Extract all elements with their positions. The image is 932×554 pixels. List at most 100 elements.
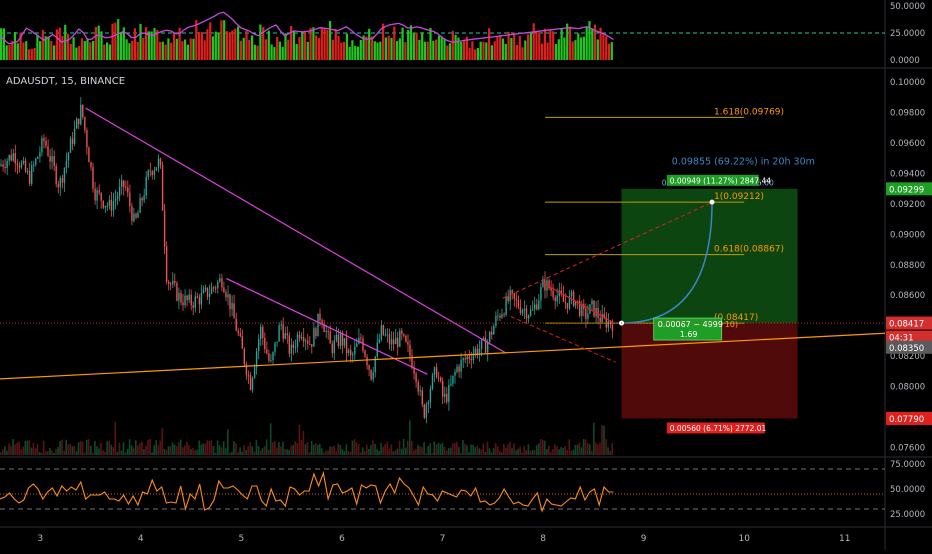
volume-bar (184, 445, 186, 455)
candle-body (609, 321, 612, 325)
volume-bar (40, 453, 43, 455)
candle-body (364, 350, 366, 357)
volume-bar (353, 439, 356, 455)
volume-bar (568, 439, 571, 455)
volume-bar (325, 450, 327, 455)
top-indicator-bar (426, 41, 429, 60)
candle-body (137, 212, 139, 218)
candle-body (350, 349, 352, 356)
candle-body (489, 331, 491, 342)
volume-bar (8, 443, 10, 455)
top-indicator-bar (133, 28, 136, 60)
candle-body (268, 353, 270, 361)
top-indicator-bar (384, 37, 387, 60)
volume-bar (355, 442, 358, 455)
candle-body (380, 325, 383, 340)
volume-bar (128, 439, 131, 455)
candle-body (35, 158, 37, 165)
top-indicator-bar (22, 42, 25, 60)
candle-body (147, 170, 149, 177)
candle-body (6, 160, 8, 168)
rsi-axis-tick: 25.0000 (890, 510, 925, 520)
top-indicator-bar (605, 36, 608, 60)
candle-body (554, 297, 556, 302)
volume-bar (476, 445, 479, 455)
candle-body (538, 300, 540, 310)
volume-bar (220, 447, 223, 455)
axes: 50.0000 25.0000 0.0000 0.10000 0.09800 0.0960… (37, 2, 932, 544)
top-indicator-bar (66, 33, 70, 60)
candle-body (321, 320, 323, 325)
candle-body (472, 353, 475, 361)
candle-body (470, 358, 472, 361)
top-indicator-bar (415, 32, 418, 60)
candle-body (307, 340, 309, 344)
candle-body (329, 331, 331, 344)
candle-body (384, 334, 387, 336)
volume-bar (517, 448, 519, 455)
candle-body (80, 104, 82, 125)
volume-bar (409, 420, 411, 455)
candle-body (337, 334, 340, 346)
volume-bar (445, 450, 448, 455)
volume-bar (36, 443, 39, 455)
top-indicator-bar (460, 42, 463, 60)
price-axis-tick: 0.09400 (890, 169, 925, 179)
candle-body (41, 138, 43, 153)
candle-body (296, 334, 299, 347)
top-indicator-bar (248, 39, 251, 60)
top-indicator-bar (239, 40, 242, 60)
volume-bar (464, 443, 466, 455)
fib-level-label: (0.08417) (714, 313, 758, 323)
candle-body (378, 339, 380, 343)
candle-body (577, 300, 579, 302)
candle-body (509, 290, 511, 302)
top-indicator-bar (8, 45, 11, 60)
volume-bar (42, 440, 45, 455)
volume-bar (265, 439, 268, 455)
top-indicator-bar (44, 36, 47, 60)
volume-bar (149, 439, 151, 455)
volume-bar (276, 447, 278, 455)
candle-body (133, 213, 135, 222)
candle-body (395, 337, 397, 345)
volume-bar (120, 450, 123, 455)
candle-body (57, 184, 59, 188)
top-indicator-bar (276, 36, 279, 60)
volume-bar (90, 445, 92, 455)
candle-body (16, 163, 19, 166)
top-indicator-bar (86, 38, 89, 60)
candle-body (276, 341, 278, 343)
candle-body (419, 390, 421, 392)
volume-bar (251, 446, 254, 455)
candle-body (251, 377, 254, 390)
volume-bar (10, 446, 12, 455)
candle-body (515, 298, 517, 301)
volume-bar (480, 449, 483, 455)
top-indicator-bar (231, 30, 234, 60)
top-indicator-bar (468, 47, 471, 60)
top-indicator-bar (365, 36, 368, 60)
time-axis-tick: 3 (37, 534, 43, 544)
top-indicator-bar (131, 40, 134, 60)
volume-bar (552, 449, 554, 455)
candle-body (362, 338, 364, 351)
top-indicator-bar (184, 39, 187, 60)
candle-body (51, 156, 53, 162)
candle-body (356, 343, 358, 347)
candle-body (233, 303, 235, 319)
top-indicator-bar (373, 41, 376, 60)
candle-body (2, 164, 4, 167)
top-indicator-bar (287, 39, 290, 60)
candle-body (294, 346, 297, 348)
volume-bar (77, 442, 80, 455)
candle-body (495, 315, 497, 326)
top-indicator-bar (524, 40, 527, 60)
volume-bar (141, 441, 143, 455)
volume-bar (329, 446, 331, 455)
target-label-box (666, 174, 759, 186)
candle-body (231, 303, 233, 310)
candle-body (8, 155, 10, 161)
